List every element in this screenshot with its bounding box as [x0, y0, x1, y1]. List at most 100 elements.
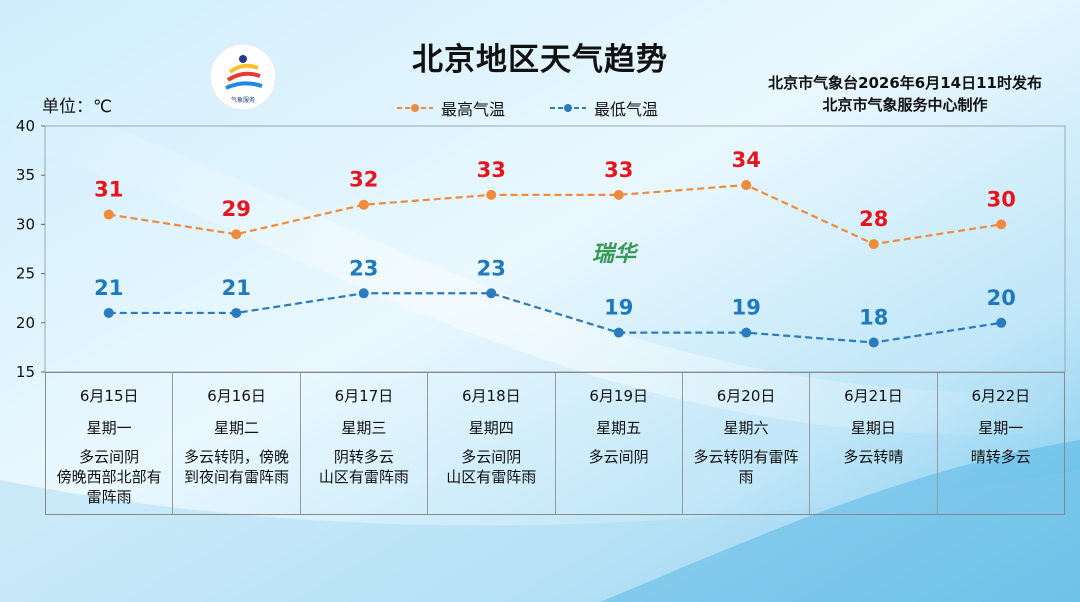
legend-low: 最低气温: [548, 96, 658, 120]
data-point-high: [103, 209, 114, 220]
forecast-day-column: 6月15日星期一多云间阴傍晚西部北部有 雷阵雨: [46, 373, 174, 514]
forecast-weekday: 星期一: [978, 419, 1024, 437]
data-point-low: [231, 307, 242, 318]
forecast-weather: 多云间阴傍晚西部北部有 雷阵雨: [46, 447, 172, 507]
legend-high-label: 最高气温: [441, 100, 506, 119]
series-line-low: [108, 292, 1002, 344]
data-point-high: [996, 219, 1007, 230]
watermark-stamp: 瑞华: [592, 242, 637, 267]
forecast-day-column: 6月20日星期六多云转阴有雷阵雨: [683, 373, 811, 514]
forecast-weather-line: 山区有雷阵雨: [318, 468, 409, 486]
forecast-date: 6月22日: [971, 387, 1031, 405]
forecast-weather-line: 多云转阴，傍晚: [184, 448, 290, 466]
legend-high: 最高气温: [395, 96, 505, 120]
forecast-date: 6月18日: [461, 387, 521, 405]
forecast-weather-line: 傍晚西部北部有: [56, 468, 162, 486]
forecast-date: 6月21日: [844, 387, 903, 405]
data-label-low: 21: [222, 276, 251, 300]
data-label-low: 18: [859, 305, 888, 329]
data-label-high: 28: [859, 207, 888, 231]
forecast-day-column: 6月18日星期四多云间阴山区有雷阵雨: [428, 373, 556, 514]
forecast-day-column: 6月17日星期三阴转多云山区有雷阵雨: [301, 373, 429, 514]
forecast-weather-line: 山区有雷阵雨: [446, 468, 537, 486]
forecast-day-column: 6月19日星期五多云间阴: [556, 373, 683, 514]
forecast-weather: 多云转晴: [810, 447, 936, 467]
forecast-weather: 阴转多云山区有雷阵雨: [301, 447, 427, 487]
forecast-weekday: 星期一: [86, 419, 132, 437]
data-point-high: [231, 229, 242, 240]
data-label-high: 31: [94, 178, 123, 202]
forecast-date: 6月17日: [334, 387, 394, 405]
data-point-low: [868, 337, 879, 348]
unit-label: 单位：℃: [42, 97, 113, 117]
forecast-weather-line: 阴转多云: [333, 448, 394, 466]
forecast-weather: 晴转多云: [938, 447, 1064, 467]
forecast-date: 6月20日: [716, 387, 776, 405]
series-line-high: [108, 183, 1002, 246]
forecast-weather: 多云间阴: [556, 447, 682, 467]
data-label-low: 20: [987, 286, 1016, 310]
issuer-info: 北京市气象台2026年6月14日11时发布 北京市气象服务中心制作: [768, 72, 1042, 116]
forecast-weather-line: 多云间阴: [79, 448, 140, 466]
data-point-high: [613, 189, 624, 200]
y-tick-label: 25: [16, 265, 35, 283]
data-point-high: [358, 199, 369, 210]
forecast-weather-line: 雨: [738, 468, 754, 486]
data-point-high: [868, 239, 879, 250]
y-tick-label: 15: [16, 363, 35, 381]
data-label-low: 23: [349, 256, 378, 280]
forecast-date: 6月16日: [207, 387, 266, 405]
data-point-high: [741, 180, 752, 191]
legend-low-marker: [550, 104, 586, 112]
forecast-weekday: 星期二: [214, 419, 260, 437]
page-title: 北京地区天气趋势: [412, 42, 668, 78]
forecast-weekday: 星期五: [596, 419, 642, 437]
issuer-line-2: 北京市气象服务中心制作: [822, 96, 988, 114]
forecast-weekday: 星期六: [723, 419, 769, 437]
data-point-low: [486, 288, 497, 299]
data-label-high: 30: [987, 187, 1016, 211]
data-label-high: 32: [349, 168, 378, 192]
y-tick-label: 30: [16, 215, 35, 233]
forecast-weather-line: 雷阵雨: [86, 488, 132, 506]
y-tick-label: 35: [16, 166, 35, 184]
logo-caption: 气象服务: [231, 96, 255, 104]
data-label-high: 34: [732, 148, 761, 172]
plot-frame: [44, 125, 1066, 373]
data-label-high: 33: [604, 158, 633, 182]
data-label-low: 19: [732, 296, 761, 320]
forecast-weather-line: 多云间阴: [588, 448, 649, 466]
forecast-weather: 多云转阴，傍晚 到夜间有雷阵雨: [173, 447, 299, 487]
legend-low-label: 最低气温: [594, 100, 659, 119]
data-label-low: 19: [604, 296, 633, 320]
forecast-weather: 多云转阴有雷阵雨: [683, 447, 809, 487]
forecast-weather-line: 晴转多云: [970, 448, 1031, 466]
issuer-line-1: 北京市气象台2026年6月14日11时发布: [768, 74, 1042, 92]
forecast-weather-line: 多云转阴有雷阵: [693, 448, 799, 466]
data-point-low: [103, 307, 114, 318]
data-label-low: 21: [94, 276, 123, 300]
forecast-date: 6月19日: [589, 387, 648, 405]
data-point-low: [996, 317, 1007, 328]
data-label-high: 29: [222, 197, 251, 221]
data-point-low: [358, 288, 369, 299]
forecast-weekday: 星期日: [850, 419, 896, 437]
meteorological-service-logo: 气象服务: [209, 43, 277, 111]
forecast-weekday: 星期三: [341, 419, 387, 437]
data-point-high: [486, 189, 497, 200]
forecast-weather-line: 到夜间有雷阵雨: [184, 468, 290, 486]
data-point-low: [613, 327, 624, 338]
forecast-weather: 多云间阴山区有雷阵雨: [428, 447, 554, 487]
forecast-weather-line: 多云间阴: [461, 448, 522, 466]
data-point-low: [741, 327, 752, 338]
forecast-date: 6月15日: [79, 387, 139, 405]
forecast-table: 6月15日星期一多云间阴傍晚西部北部有 雷阵雨 6月16日星期二多云转阴，傍晚 到夜间…: [45, 372, 1065, 515]
forecast-weather-line: 多云转晴: [843, 448, 904, 466]
y-tick-label: 20: [16, 314, 35, 332]
legend-high-marker: [397, 104, 433, 112]
y-tick-label: 40: [16, 117, 35, 135]
forecast-weekday: 星期四: [468, 419, 514, 437]
forecast-day-column: 6月21日星期日多云转晴: [810, 373, 938, 514]
forecast-day-column: 6月22日星期一晴转多云: [938, 373, 1064, 514]
